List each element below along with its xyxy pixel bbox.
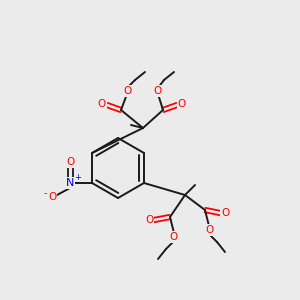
Text: N: N bbox=[66, 178, 74, 188]
Text: O: O bbox=[145, 215, 153, 225]
Text: O: O bbox=[221, 208, 229, 218]
Text: O: O bbox=[98, 99, 106, 109]
Text: O: O bbox=[205, 225, 213, 235]
Text: O: O bbox=[170, 232, 178, 242]
Text: -: - bbox=[43, 188, 47, 198]
Text: O: O bbox=[48, 192, 56, 202]
Text: O: O bbox=[123, 86, 131, 96]
Text: O: O bbox=[154, 86, 162, 96]
Text: O: O bbox=[66, 157, 74, 167]
Text: O: O bbox=[178, 99, 186, 109]
Text: +: + bbox=[75, 173, 82, 182]
